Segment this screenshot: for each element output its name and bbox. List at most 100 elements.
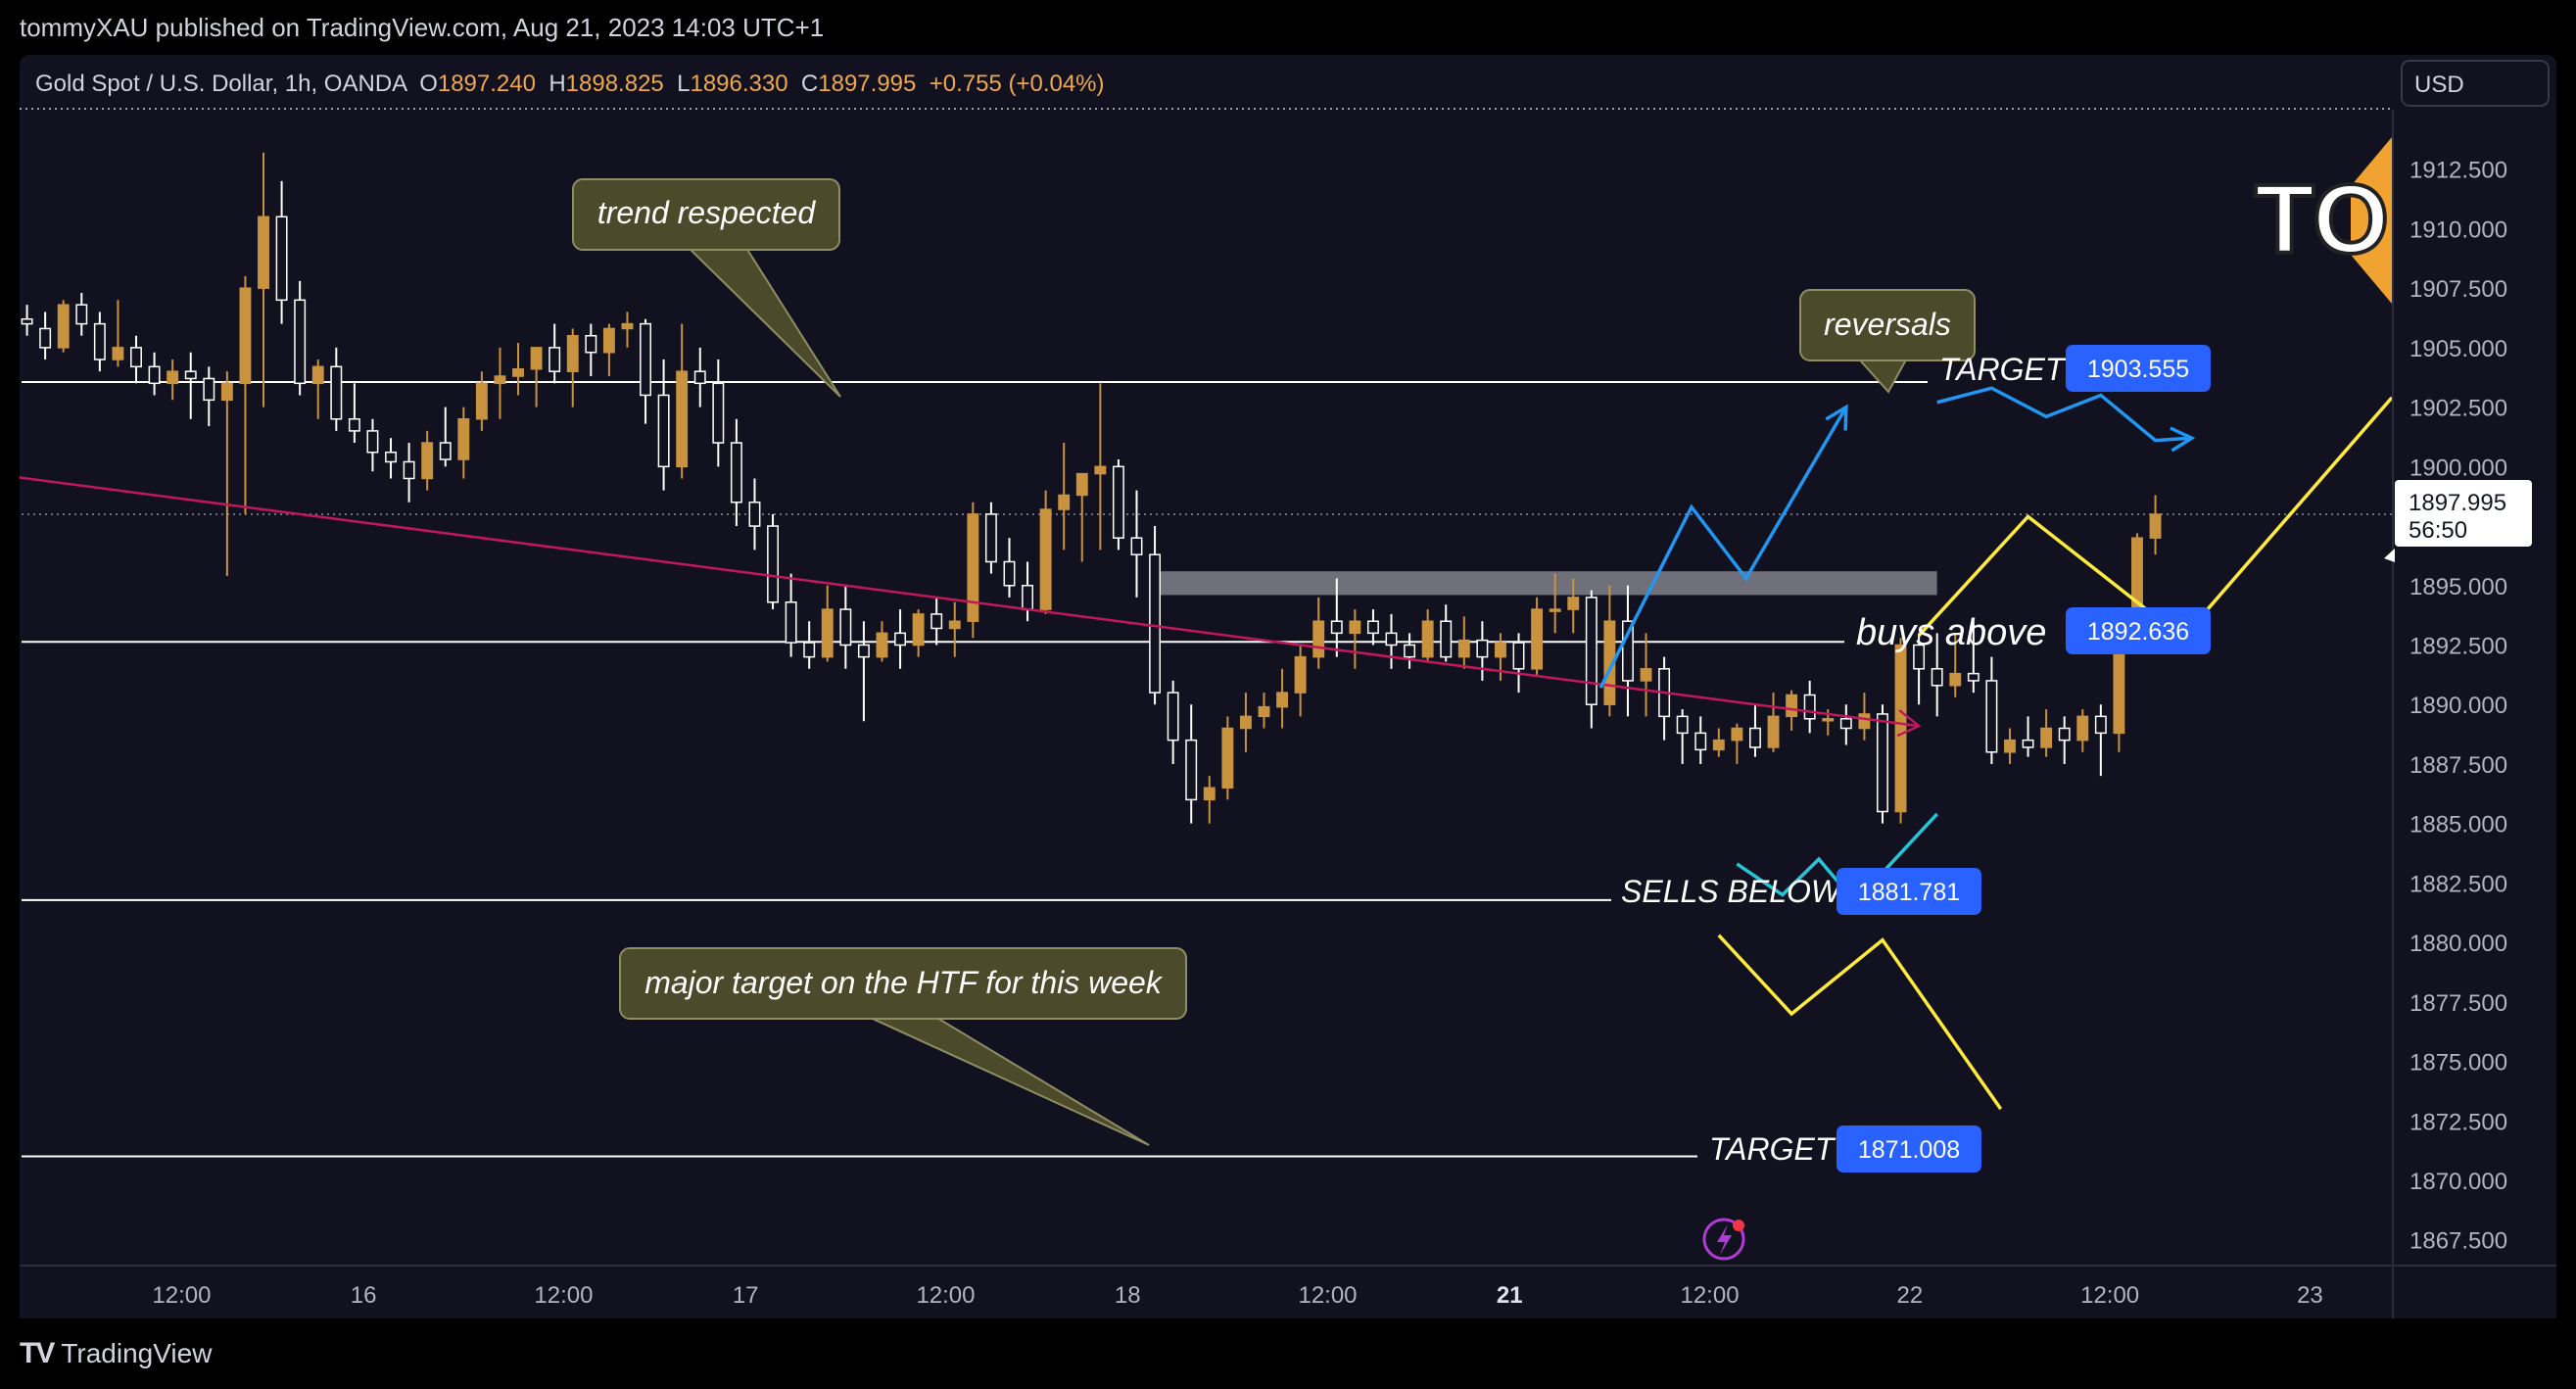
tradingview-wordmark: TradingView [61,1338,213,1368]
candle-body [1476,639,1489,658]
level-text-sells-below: SELLS BELOW [1621,874,1843,909]
candle-body [767,525,779,603]
callout-reversals[interactable]: reversals [1799,289,1976,394]
candle-body [803,642,816,658]
candle-body [1931,668,1943,687]
callout-text: major target on the HTF for this week [644,965,1164,1000]
candle-body [1404,644,1416,658]
candle-body [21,317,33,325]
candle-body [1622,620,1634,682]
level-badge-lower[interactable]: 1871.008 [1837,1126,1981,1173]
callout-trend-respected[interactable]: trend respected [572,178,841,398]
candle-body [1221,727,1234,789]
price-tick-label: 1880.000 [2409,931,2507,957]
time-tick-label: 18 [1115,1282,1141,1309]
candle-body [712,382,725,444]
price-tick-label: 1885.000 [2409,812,2507,838]
candle-body [1949,672,1962,687]
candle-body [348,418,360,432]
tradingview-logo-icon: TV [20,1337,55,1369]
legend-h-label: H [549,71,565,97]
candle-body [1094,465,1107,475]
candle-body [2004,739,2016,753]
time-tick-label: 21 [1497,1282,1523,1309]
time-tick-label: 23 [2297,1282,2323,1309]
candle-body [112,347,124,360]
time-tick-label: 22 [1896,1282,1923,1309]
publisher-bar: tommyXAU published on TradingView.com, A… [0,0,2576,55]
candle-body [167,370,179,385]
candle-body [657,394,670,468]
callout-pointer [683,244,841,398]
candle-body [1913,644,1926,670]
candle-body [1822,718,1835,722]
author-logo: TOM [2253,137,2392,304]
candle-body [1712,739,1725,751]
time-axis[interactable]: 12:00 16 12:00 17 12:00 18 12:00 21 12:00 22 12:00… [152,1282,2322,1309]
level-text-target-upper: TARGET [1939,352,2067,387]
candle-body [1075,472,1088,497]
candle-body [311,365,324,385]
candles [21,152,2162,824]
candle-body [839,608,852,647]
candle-body [566,334,579,372]
candle-body [1985,680,1998,753]
candle-body [1640,668,1652,682]
currency-button[interactable]: USD [2401,60,2550,107]
candle-body [1440,620,1453,658]
tradingview-brand[interactable]: TV TradingView [20,1337,212,1370]
projection-blue-reversal-arrowhead [2170,426,2196,453]
projection-blue-reversal [1936,386,2192,443]
candle-body [1457,639,1470,658]
candle-body [130,347,142,368]
price-tick-label: 1875.000 [2409,1050,2507,1077]
callout-box [572,178,840,251]
price-tick-label: 1877.500 [2409,990,2507,1017]
last-price-value: 1897.995 [2409,490,2506,516]
candle-body [57,304,70,349]
level-badge-upper[interactable]: 1903.555 [2066,345,2211,392]
price-tick-label: 1872.500 [2409,1109,2507,1135]
callout-major-target[interactable]: major target on the HTF for this week [619,947,1187,1146]
candle-body [2022,739,2034,748]
legend-o-label: O [419,71,438,97]
price-axis[interactable]: 1912.500 1910.000 1907.500 1905.000 1902.500… [2409,158,2507,1255]
projection-yellow-up [1917,396,2392,641]
candle-body [585,334,597,354]
candle-body [1877,713,1888,813]
candle-body [1749,727,1761,748]
level-badge-sell[interactable]: 1881.781 [1837,868,1981,915]
level-badge-buy[interactable]: 1892.636 [2066,607,2211,654]
candle-body [894,632,907,647]
candle-body [785,601,797,644]
candle-body [184,370,197,380]
time-tick-label: 16 [351,1282,377,1309]
callout-box [1799,289,1976,361]
candle-body [220,382,233,402]
candle-body [1494,642,1506,658]
candle-body [748,502,761,527]
candle-body [930,613,943,630]
candle-body [1058,494,1071,510]
candle-body [403,460,415,480]
candle-body [457,418,470,460]
candle-body [1185,739,1198,801]
level-badge-upper-text: 1903.555 [2087,356,2189,383]
candle-body [494,375,506,385]
candle-body [1894,644,1907,813]
projection-yellow-down [1717,934,2003,1111]
callout-text: reversals [1824,307,1951,342]
price-tick-label: 1912.500 [2409,158,2507,184]
candle-body [1731,727,1743,742]
legend-c-value: 1897.995 [818,71,916,97]
projection-paths [1598,386,2392,1111]
price-tick-label: 1910.000 [2409,216,2507,243]
candle-body [385,452,397,463]
chart-panel[interactable] [20,55,2556,1318]
legend-change: +0.755 (+0.04%) [930,71,1105,97]
alert-icon[interactable] [1702,1218,1745,1261]
price-tick-label: 1900.000 [2409,455,2507,481]
candle-body [1022,585,1034,610]
legend-line: Gold Spot / U.S. Dollar, 1h, OANDA O1897… [35,71,1105,97]
